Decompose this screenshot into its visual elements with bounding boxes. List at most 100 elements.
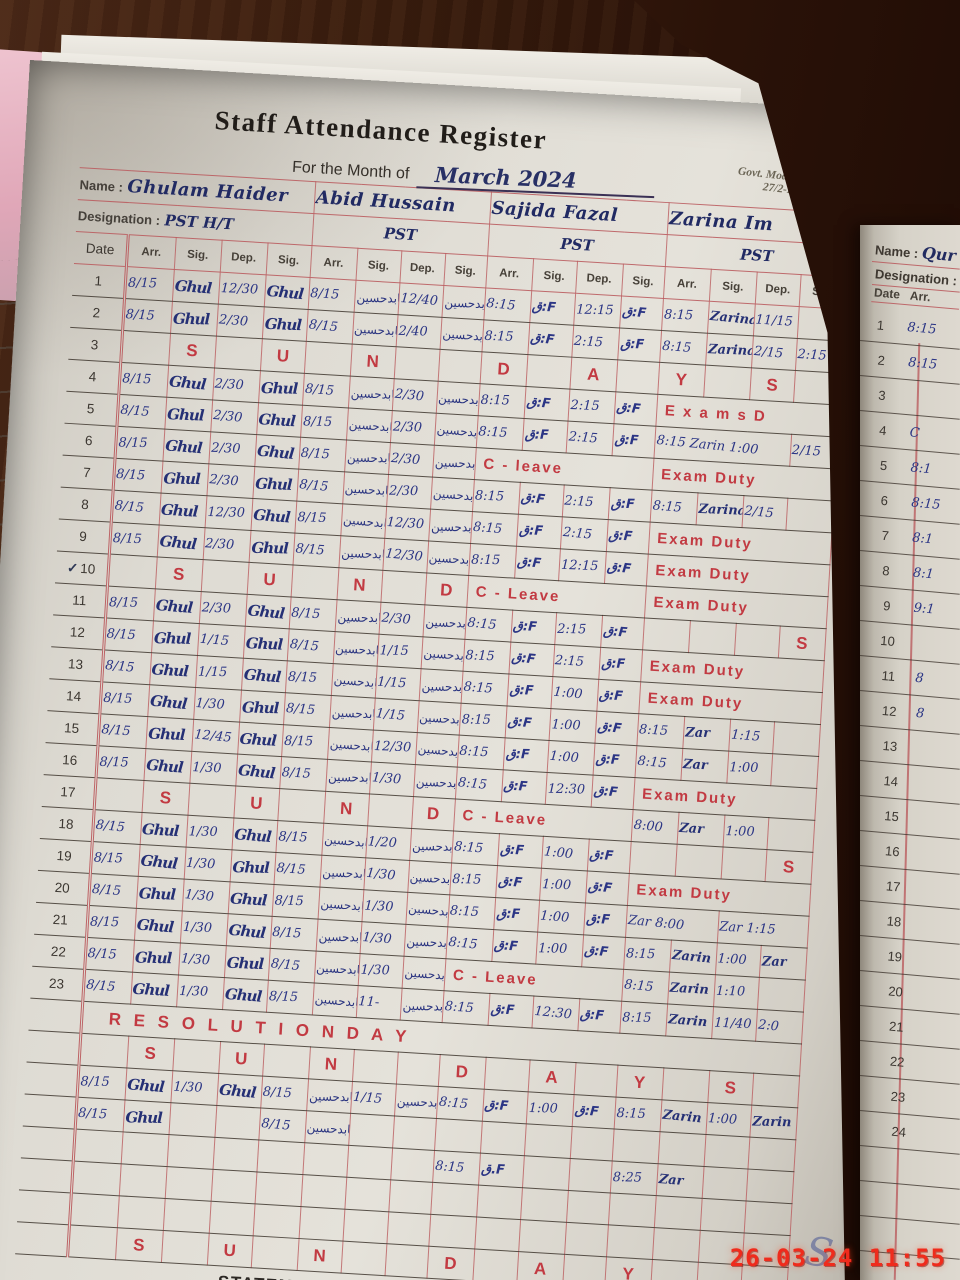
attendance-cell <box>348 1113 395 1148</box>
attendance-cell: 8/15 <box>91 809 142 845</box>
date-cell: 6 <box>62 423 117 459</box>
date-cell: 11 <box>881 667 896 684</box>
date-cell: 16 <box>43 742 98 778</box>
attendance-cell: عابدحسین <box>334 599 381 635</box>
attendance-cell: 8:15 <box>472 479 520 515</box>
attendance-cell <box>688 620 736 656</box>
attendance-cell: Ghul <box>143 748 192 784</box>
date-cell: 4 <box>878 422 888 438</box>
attendance-cell: ق:F <box>592 743 637 778</box>
attendance-cell: Ghul <box>229 849 276 885</box>
attendance-cell <box>661 1067 710 1103</box>
attendance-cell: ق:F <box>497 833 543 869</box>
attendance-cell: 1/30 <box>176 974 224 1010</box>
attendance-cell: عابدحسین <box>428 509 473 544</box>
attendance-cell: 8/15 <box>110 490 161 525</box>
attendance-cell: عابدحسین <box>306 1078 353 1114</box>
attendance-cell <box>106 554 157 589</box>
date-cell: 23 <box>890 1088 906 1105</box>
attendance-cell <box>701 1166 748 1201</box>
date-cell: 8 <box>58 487 113 523</box>
attendance-cell: Ghul <box>164 397 213 432</box>
attendance-cell: 8:1 <box>909 459 933 477</box>
attendance-cell: Ghul <box>152 588 201 624</box>
attendance-cell: 12:15 <box>573 293 622 328</box>
attendance-cell <box>518 1219 567 1255</box>
attendance-cell: 8/15 <box>286 628 335 664</box>
attendance-cell: 8:00 <box>630 809 679 845</box>
attendance-cell: S <box>115 1227 163 1263</box>
attendance-cell <box>168 1102 217 1138</box>
attendance-cell: ق:F <box>600 615 645 650</box>
attendance-rows: 1 8/15 Ghul 12/30 Ghul 8/15 عابدحسین 12/40 عابدح… <box>15 263 845 1280</box>
attendance-cell: 1/30 <box>369 761 415 797</box>
attendance-cell <box>68 1192 119 1228</box>
attendance-cell: 1:00 <box>705 1102 752 1138</box>
attendance-cell: Ghul <box>135 876 184 912</box>
attendance-cell <box>770 753 819 789</box>
attendance-cell <box>342 1209 389 1244</box>
attendance-cell: عابدحسین <box>321 823 368 858</box>
attendance-cell <box>395 1052 440 1087</box>
right-page-header: Name : Qur Designation : Date Arr. <box>860 225 960 310</box>
attendance-cell: ق:F <box>493 897 540 933</box>
attendance-cell <box>78 1033 129 1068</box>
attendance-cell: 8:15 <box>445 926 494 962</box>
attendance-cell <box>657 1131 706 1167</box>
attendance-cell <box>699 1198 746 1233</box>
attendance-cell <box>208 1201 255 1236</box>
attendance-cell: 8/15 <box>95 745 146 781</box>
attendance-cell: Ghul <box>263 274 310 310</box>
attendance-cell: عابدحسین <box>328 695 375 731</box>
date-cell: 2 <box>877 352 886 368</box>
attendance-cell: 8/15 <box>267 948 316 983</box>
attendance-cell: 8/15 <box>122 298 172 334</box>
date-cell: 20 <box>887 982 904 1000</box>
attendance-cell <box>608 1192 656 1228</box>
date-cell: 11 <box>53 582 107 618</box>
attendance-cell: 8/15 <box>305 309 354 345</box>
attendance-cell: Ghul <box>225 913 272 949</box>
column-header: Dep. <box>219 240 268 275</box>
attendance-cell: ق:F <box>516 514 562 549</box>
attendance-cell: 12/30 <box>382 538 429 573</box>
attendance-cell: 1/30 <box>363 857 410 893</box>
attendance-cell: عابدحسین <box>394 1084 438 1119</box>
attendance-cell <box>520 1187 568 1223</box>
attendance-cell <box>166 1134 215 1170</box>
attendance-cell: Ghul <box>248 530 295 565</box>
date-cell: 1 <box>72 263 126 299</box>
date-cell: 13 <box>49 646 104 682</box>
name-label: Name : <box>874 242 919 261</box>
name-label: Name : <box>79 177 124 195</box>
attendance-cell: A <box>527 1059 576 1095</box>
attendance-cell: 1:00 <box>535 932 584 967</box>
attendance-cell <box>562 1254 607 1280</box>
attendance-cell <box>569 1126 614 1161</box>
date-cell: 15 <box>45 710 100 746</box>
attendance-cell: 8/15 <box>89 841 140 877</box>
attendance-cell: 12:30 <box>544 772 593 808</box>
date-cell <box>18 1157 73 1193</box>
attendance-cell: 8/15 <box>258 1108 307 1143</box>
attendance-cell: 8/15 <box>99 681 150 717</box>
attendance-cell: ق:F <box>508 642 555 677</box>
attendance-cell <box>523 1123 572 1159</box>
attendance-cell: عابدحسین <box>422 604 467 640</box>
attendance-cell: 8/15 <box>307 277 356 313</box>
attendance-cell: 2/30 <box>388 442 434 478</box>
attendance-cell <box>472 1248 519 1280</box>
attendance-cell: 1:15 <box>728 719 775 754</box>
attendance-cell: Zarin <box>665 1003 714 1039</box>
attendance-cell: ق:F <box>611 423 656 459</box>
attendance-cell: ق:F <box>585 870 629 906</box>
attendance-cell: S <box>749 367 796 403</box>
date-cell <box>15 1221 69 1257</box>
attendance-cell: 2:0 <box>755 1009 804 1044</box>
date-cell: 4 <box>66 359 121 395</box>
attendance-cell: Ghul <box>166 365 215 400</box>
attendance-cell: ق:F <box>571 1094 616 1129</box>
attendance-cell <box>652 1227 700 1263</box>
attendance-cell: 2/15 <box>789 434 838 469</box>
column-header: Arr. <box>125 234 176 270</box>
